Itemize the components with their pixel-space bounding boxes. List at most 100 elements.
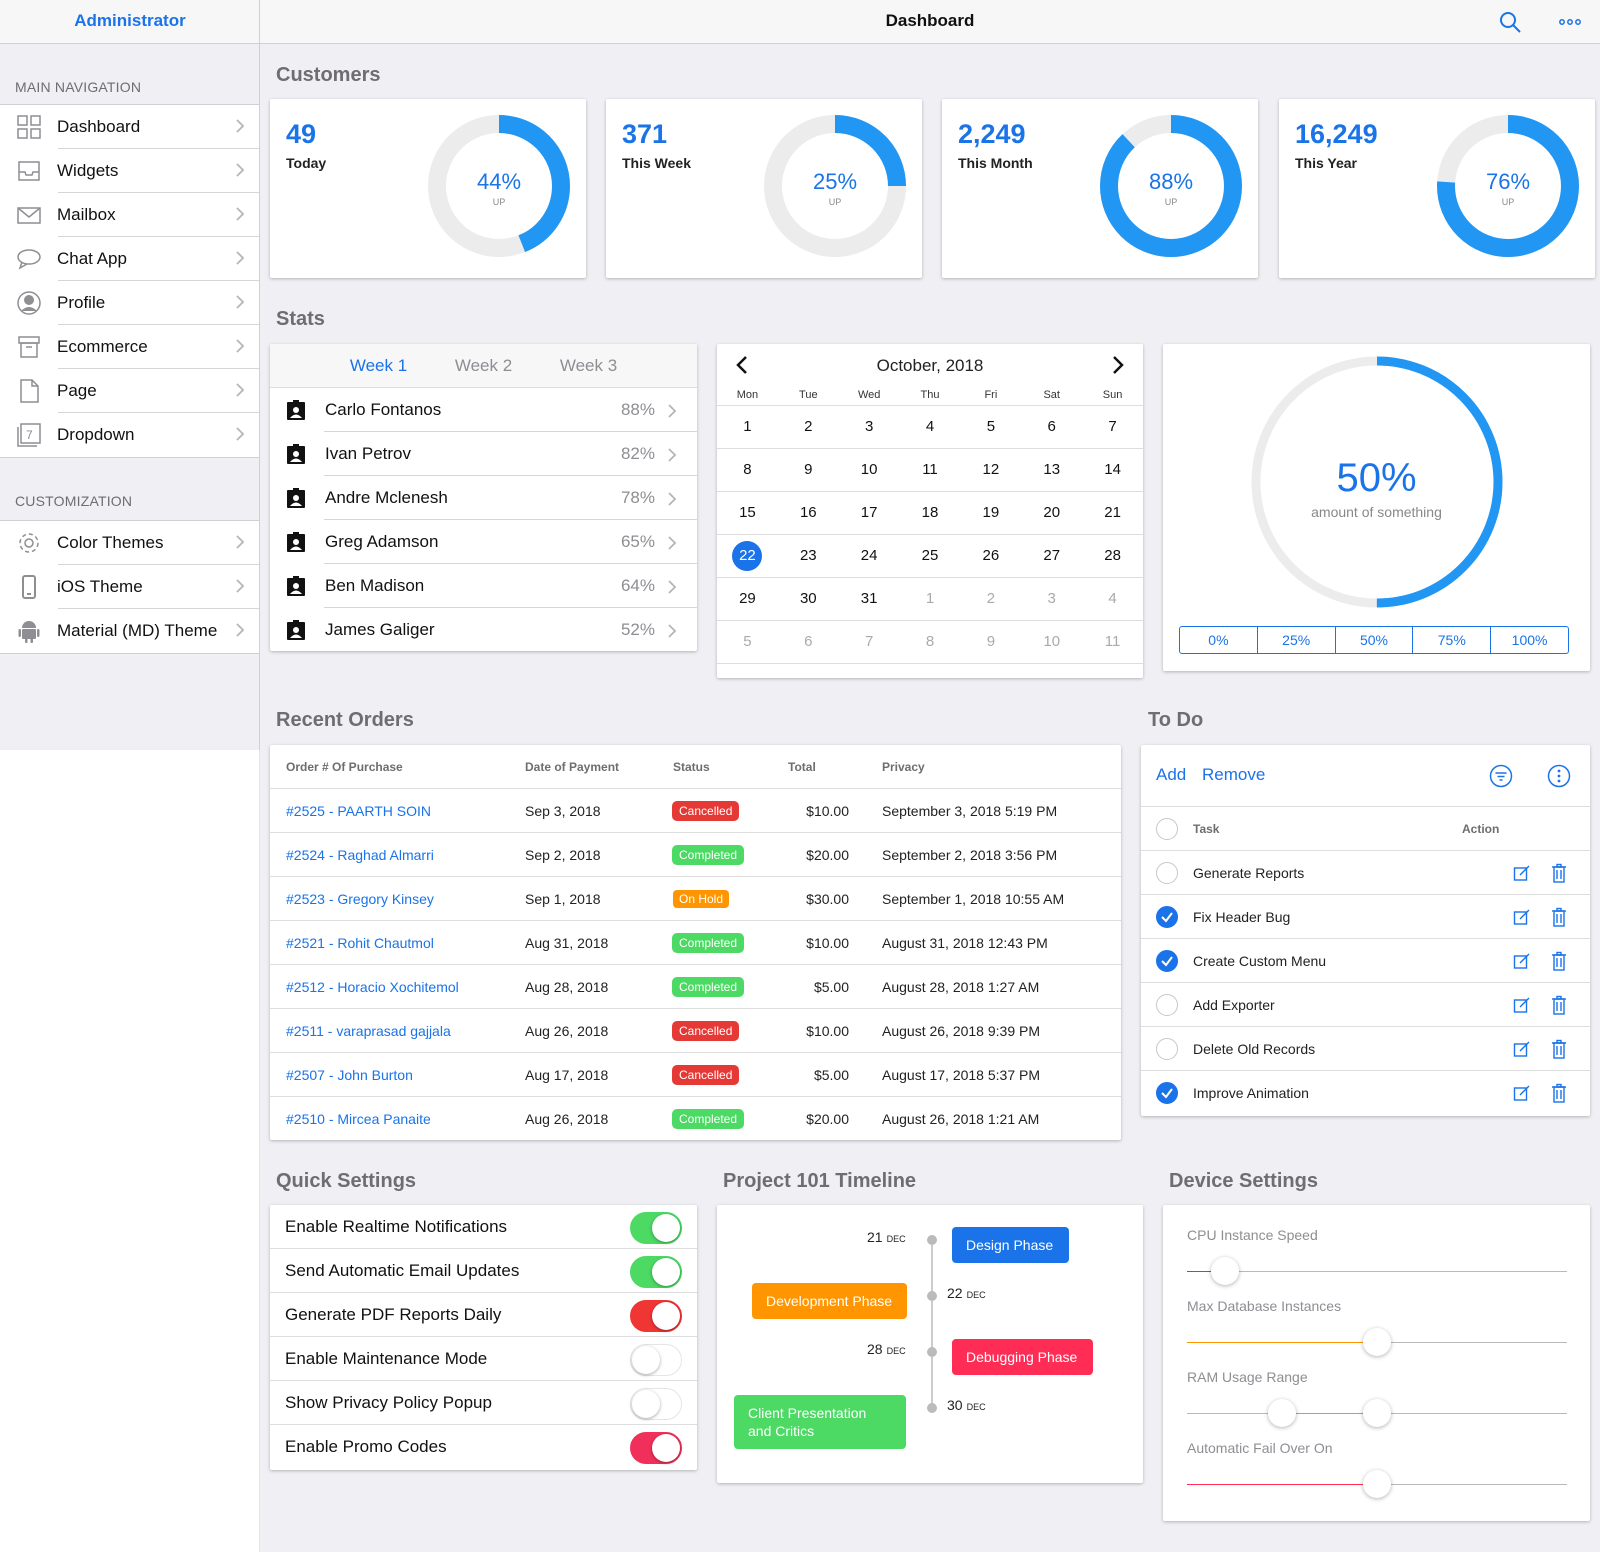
order-link[interactable]: #2524 - Raghad Almarri <box>286 846 434 863</box>
select-all-checkbox[interactable] <box>1156 818 1178 840</box>
sidebar-item-material-md-theme[interactable]: Material (MD) Theme <box>0 609 259 653</box>
trash-icon[interactable] <box>1551 907 1567 930</box>
checked-checkbox[interactable] <box>1156 906 1178 928</box>
calendar-day[interactable]: 29 <box>717 578 778 620</box>
tab-week-2[interactable]: Week 2 <box>454 356 513 375</box>
unchecked-checkbox[interactable] <box>1156 862 1178 884</box>
calendar-day[interactable]: 5 <box>717 621 778 663</box>
calendar-day[interactable]: 3 <box>839 406 900 448</box>
edit-icon[interactable] <box>1513 908 1531 929</box>
timeline-event[interactable]: Design Phase <box>952 1227 1069 1263</box>
calendar-day[interactable]: 6 <box>778 621 839 663</box>
calendar-day[interactable]: 27 <box>1021 535 1082 577</box>
stats-row[interactable]: James Galiger 52% <box>270 608 697 651</box>
stats-row[interactable]: Greg Adamson 65% <box>270 520 697 564</box>
toggle-switch[interactable] <box>630 1256 682 1288</box>
segment-75-percent[interactable]: 75% <box>1413 627 1492 653</box>
calendar-day[interactable]: 2 <box>778 406 839 448</box>
timeline-event[interactable]: Debugging Phase <box>952 1339 1093 1375</box>
slider-knob[interactable] <box>1363 1399 1391 1427</box>
edit-icon[interactable] <box>1513 996 1531 1017</box>
calendar-day[interactable]: 24 <box>839 535 900 577</box>
calendar-day[interactable]: 15 <box>717 492 778 534</box>
timeline-event[interactable]: Development Phase <box>752 1283 907 1319</box>
slider-knob[interactable] <box>1211 1257 1239 1285</box>
checked-checkbox[interactable] <box>1156 1082 1178 1104</box>
toggle-switch[interactable] <box>630 1212 682 1244</box>
column-header[interactable]: Privacy <box>882 759 925 774</box>
calendar-day[interactable]: 25 <box>900 535 961 577</box>
trash-icon[interactable] <box>1551 951 1567 974</box>
stats-row[interactable]: Ben Madison 64% <box>270 564 697 608</box>
calendar-day[interactable]: 23 <box>778 535 839 577</box>
segment-100-percent[interactable]: 100% <box>1511 632 1548 648</box>
sidebar-item-profile[interactable]: Profile <box>0 281 259 325</box>
search-icon[interactable] <box>1496 8 1524 36</box>
slider-knob[interactable] <box>1268 1399 1296 1427</box>
checked-checkbox[interactable] <box>1156 950 1178 972</box>
tab-week-3[interactable]: Week 3 <box>559 356 618 375</box>
sidebar-item-widgets[interactable]: Widgets <box>0 149 259 193</box>
segment-25-percent[interactable]: 25% <box>1258 627 1336 653</box>
calendar-day[interactable]: 19 <box>960 492 1021 534</box>
stats-row[interactable]: Andre Mclenesh 78% <box>270 476 697 520</box>
calendar-day[interactable]: 9 <box>960 621 1021 663</box>
sidebar-item-mailbox[interactable]: Mailbox <box>0 193 259 237</box>
calendar-day[interactable]: 10 <box>1021 621 1082 663</box>
calendar-day[interactable]: 12 <box>960 449 1021 491</box>
calendar-day[interactable]: 18 <box>900 492 961 534</box>
trash-icon[interactable] <box>1551 863 1567 886</box>
segment-50-percent[interactable]: 50% <box>1336 627 1414 653</box>
chevron-left-icon[interactable] <box>735 355 749 380</box>
chevron-right-icon[interactable] <box>1111 355 1125 380</box>
calendar-day[interactable]: 14 <box>1082 449 1143 491</box>
order-link[interactable]: #2521 - Rohit Chautmol <box>286 934 434 951</box>
calendar-day[interactable]: 7 <box>1082 406 1143 448</box>
calendar-day[interactable]: 3 <box>1021 578 1082 620</box>
sidebar-item-dashboard[interactable]: Dashboard <box>0 105 259 149</box>
filter-icon[interactable] <box>1489 764 1513 793</box>
calendar-day[interactable]: 20 <box>1021 492 1082 534</box>
column-header[interactable]: Total <box>788 759 816 774</box>
segment-0-percent[interactable]: 0% <box>1180 627 1258 653</box>
tab-week-1[interactable]: Week 1 <box>349 356 408 375</box>
calendar-day[interactable]: 9 <box>778 449 839 491</box>
stats-row[interactable]: Ivan Petrov 82% <box>270 432 697 476</box>
calendar-day[interactable]: 28 <box>1082 535 1143 577</box>
calendar-day[interactable]: 26 <box>960 535 1021 577</box>
calendar-day[interactable]: 8 <box>900 621 961 663</box>
unchecked-checkbox[interactable] <box>1156 994 1178 1016</box>
calendar-day[interactable]: 11 <box>900 449 961 491</box>
sidebar-item-color-themes[interactable]: Color Themes <box>0 521 259 565</box>
admin-title[interactable]: Administrator <box>74 11 186 30</box>
calendar-day[interactable]: 4 <box>1082 578 1143 620</box>
sidebar-item-page[interactable]: Page <box>0 369 259 413</box>
calendar-day[interactable]: 31 <box>839 578 900 620</box>
calendar-day[interactable]: 8 <box>717 449 778 491</box>
calendar-day[interactable]: 6 <box>1021 406 1082 448</box>
order-link[interactable]: #2507 - John Burton <box>286 1066 413 1083</box>
calendar-day[interactable]: 11 <box>1082 621 1143 663</box>
calendar-day[interactable]: 1 <box>900 578 961 620</box>
more-vertical-icon[interactable] <box>1547 764 1571 793</box>
order-link[interactable]: #2511 - varaprasad gajjala <box>286 1022 451 1039</box>
slider-knob[interactable] <box>1363 1328 1391 1356</box>
trash-icon[interactable] <box>1551 1039 1567 1062</box>
calendar-day[interactable]: 13 <box>1021 449 1082 491</box>
trash-icon[interactable] <box>1551 995 1567 1018</box>
edit-icon[interactable] <box>1513 1084 1531 1105</box>
calendar-day[interactable]: 21 <box>1082 492 1143 534</box>
toggle-switch[interactable] <box>630 1432 682 1464</box>
calendar-day[interactable]: 5 <box>960 406 1021 448</box>
column-header[interactable]: Status <box>673 759 710 774</box>
order-link[interactable]: #2512 - Horacio Xochitemol <box>286 978 459 995</box>
slider-track[interactable] <box>1187 1271 1567 1272</box>
trash-icon[interactable] <box>1551 1083 1567 1106</box>
edit-icon[interactable] <box>1513 864 1531 885</box>
calendar-day[interactable]: 30 <box>778 578 839 620</box>
unchecked-checkbox[interactable] <box>1156 1038 1178 1060</box>
sidebar-item-ecommerce[interactable]: Ecommerce <box>0 325 259 369</box>
order-link[interactable]: #2510 - Mircea Panaite <box>286 1111 431 1127</box>
column-header[interactable]: Order # Of Purchase <box>286 759 403 774</box>
calendar-day[interactable]: 22 <box>717 535 778 577</box>
